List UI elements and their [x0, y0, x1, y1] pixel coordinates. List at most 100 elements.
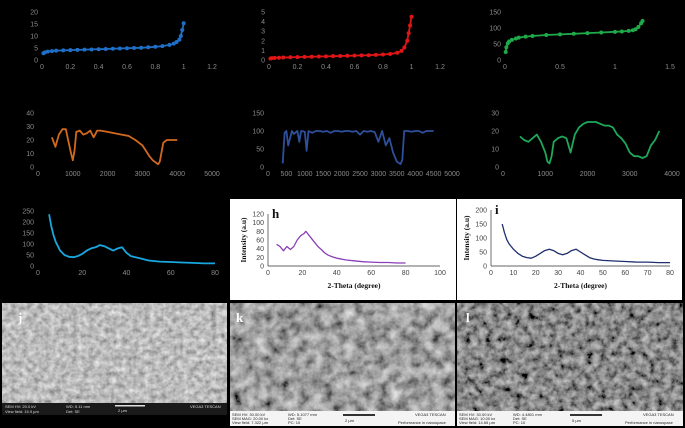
x-tick-label: 4500 — [426, 171, 442, 178]
x-tick-label: 2000 — [100, 171, 116, 178]
data-point — [103, 46, 108, 51]
data-point — [544, 33, 549, 38]
data-point — [181, 21, 186, 26]
x-tick-label: 0.8 — [150, 64, 160, 71]
sem-l-brand: VEGA3 TESCAN — [643, 412, 674, 417]
x-tick-label: 2000 — [334, 171, 350, 178]
sem-k-info-1: SEM MAG: 20.00 kx — [232, 416, 268, 421]
data-point — [68, 48, 73, 53]
series-line — [519, 121, 661, 165]
data-point — [302, 54, 307, 59]
data-point — [82, 47, 87, 52]
y-tick-label: 0 — [30, 165, 34, 172]
data-point — [381, 52, 385, 57]
x-tick-label: 1000 — [65, 171, 81, 178]
data-point — [338, 53, 343, 58]
y-tick-label: 20 — [491, 129, 499, 136]
sem-k-info-4: Det: SE — [288, 416, 302, 421]
data-point — [324, 54, 328, 59]
sem-l-info-2: View field: 14.65 μm — [459, 420, 496, 425]
x-tick-label: 1 — [410, 64, 414, 71]
data-point — [146, 45, 151, 50]
chart-f: 0 1000 2000 3000 4000 0 10 20 30 — [491, 111, 680, 179]
panel-label-l: l — [466, 310, 470, 325]
y-tick-label: 30 — [26, 124, 34, 131]
x-tick-label: 20 — [299, 270, 307, 277]
data-point — [523, 34, 528, 39]
data-point — [177, 37, 182, 42]
data-point — [178, 34, 183, 38]
x-tick-label: 4000 — [407, 171, 423, 178]
y-tick-label: 3 — [261, 29, 265, 36]
x-tick-label: 0 — [489, 270, 493, 277]
y-tick-label: 0 — [497, 58, 501, 65]
data-point — [117, 46, 122, 51]
chart-e: 0 500 1000 1500 2000 2500 3000 3500 4000 4500 5000… — [252, 111, 460, 179]
chart-i: 0 10 20 30 40 50 60 70 80 0 50 100 150 200 i 2-Theta (d… — [462, 202, 674, 290]
x-tick-label: 3000 — [135, 171, 151, 178]
data-point — [359, 53, 364, 58]
data-point — [132, 46, 137, 50]
y-tick-label: 4 — [261, 19, 265, 26]
data-point — [96, 47, 101, 52]
data-point — [276, 55, 281, 60]
y-tick-label: 20 — [256, 255, 264, 262]
sem-j-info-4: Det: SE — [66, 409, 80, 414]
y-tick-label: 5 — [34, 46, 38, 53]
data-point — [509, 37, 514, 42]
data-point — [153, 44, 158, 49]
data-point — [599, 30, 604, 35]
data-point — [640, 18, 645, 23]
y-tick-label: 0 — [34, 58, 38, 65]
panel-label-h: h — [272, 206, 280, 221]
x-tick-label: 1500 — [315, 171, 331, 178]
x-tick-label: 20 — [78, 270, 86, 277]
x-tick-label: 50 — [599, 270, 607, 277]
x-tick-label: 0 — [40, 64, 44, 71]
data-point — [174, 40, 179, 44]
data-point — [388, 52, 393, 57]
y-tick-label: 150 — [475, 222, 487, 229]
x-tick-label: 40 — [333, 270, 341, 277]
x-tick-label: 0.6 — [122, 64, 132, 71]
data-point — [395, 50, 400, 55]
x-tick-label: 30 — [554, 270, 562, 277]
series-line — [281, 130, 434, 165]
chart-c: 0 0.5 1 1.5 0 50 100 150 — [489, 10, 675, 72]
data-point — [373, 52, 378, 57]
sem-k-info-3: WD: 5.1077 mm — [288, 412, 318, 417]
chart-a: 0 0.2 0.4 0.6 0.8 1 1.2 0 5 10 15 20 — [30, 10, 217, 72]
panel-label-j: j — [17, 310, 22, 325]
chart-d: 0 1000 2000 3000 4000 5000 0 10 20 30 40 — [26, 111, 220, 179]
data-point — [331, 54, 336, 59]
sem-l-footer: Performance in nanospace — [625, 420, 674, 425]
x-tick-label: 20 — [532, 270, 540, 277]
x-tick-label: 0.4 — [321, 64, 331, 71]
sem-image-j: SEM HV: 20.0 kV View field: 15.9 μm WD: … — [2, 303, 227, 415]
y-tick-label: 0 — [261, 58, 265, 65]
sem-j-brand: VEGA3 TESCAN — [190, 404, 221, 409]
x-tick-label: 2000 — [580, 171, 596, 178]
y-axis-title: Intensity (a.u) — [239, 217, 248, 263]
x-tick-label: 100 — [434, 270, 446, 277]
data-point — [125, 46, 129, 51]
sem-image-l: SEM HV: 30.00 kV SEM MAG: 10.00 kx View … — [457, 303, 683, 426]
x-tick-label: 0 — [501, 171, 505, 178]
series-line — [48, 214, 215, 265]
y-tick-label: 15 — [30, 22, 38, 29]
data-point — [89, 47, 94, 52]
data-point — [288, 55, 293, 60]
y-tick-label: 20 — [26, 138, 34, 145]
sem-k-brand: VEGA3 TESCAN — [415, 412, 446, 417]
x-tick-label: 40 — [123, 270, 131, 277]
data-point — [530, 34, 535, 38]
y-tick-label: 50 — [493, 42, 501, 49]
y-tick-label: 250 — [22, 209, 34, 216]
x-tick-label: 3000 — [371, 171, 387, 178]
panel-label-i: i — [495, 202, 499, 217]
series-line — [51, 128, 178, 166]
panel-i-background — [457, 199, 682, 300]
data-point — [272, 55, 277, 60]
